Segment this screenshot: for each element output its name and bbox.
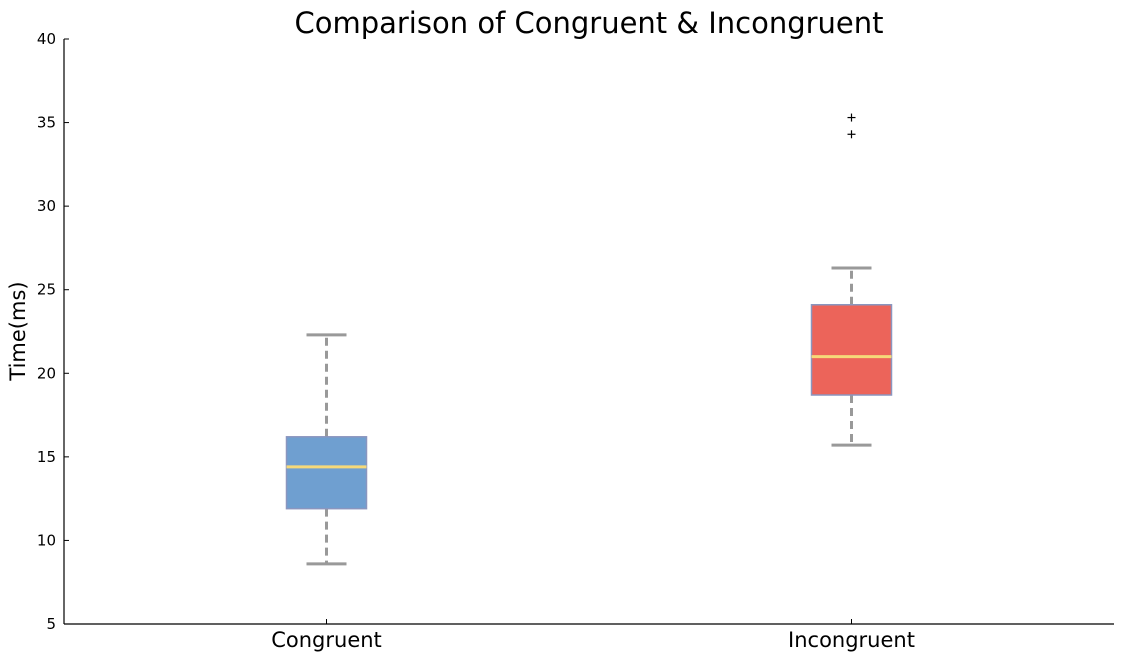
iqr-box	[810, 304, 893, 396]
outlier-marker	[847, 130, 856, 139]
x-tick-label: Congruent	[271, 628, 382, 652]
box-incongruent	[810, 113, 893, 447]
iqr-box	[285, 436, 368, 510]
y-tick-label: 40	[37, 30, 56, 48]
y-tick-label: 25	[37, 281, 56, 299]
boxes	[285, 113, 893, 566]
y-axis-ticks: 5 10 15 20 25 30 35 40	[37, 30, 69, 633]
y-tick-label: 10	[37, 531, 56, 549]
y-axis-label: Time(ms)	[6, 281, 30, 381]
box-congruent	[285, 333, 368, 566]
x-tick-label: Incongruent	[788, 628, 915, 652]
y-tick-label: 35	[37, 114, 56, 132]
outlier-marker	[847, 113, 856, 122]
y-tick-label: 20	[37, 364, 56, 382]
axes	[63, 39, 1114, 625]
y-tick-label: 5	[46, 615, 56, 633]
y-tick-label: 30	[37, 197, 56, 215]
chart-title: Comparison of Congruent & Incongruent	[294, 6, 883, 40]
x-axis-ticks: Congruent Incongruent	[271, 619, 915, 652]
y-tick-label: 15	[37, 448, 56, 466]
